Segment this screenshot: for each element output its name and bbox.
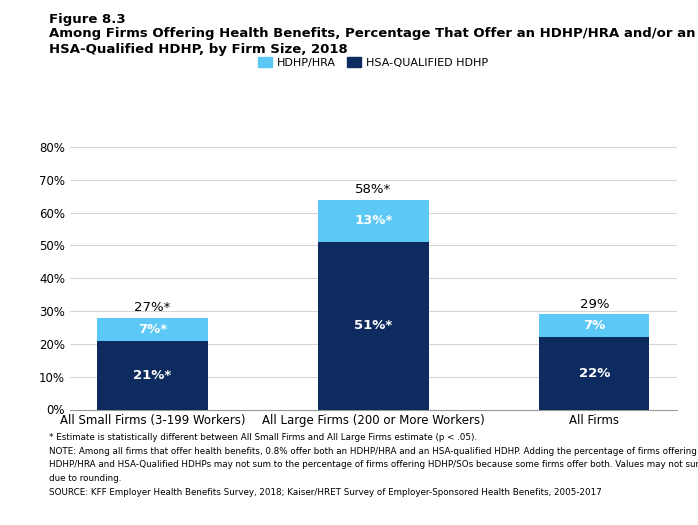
Text: Among Firms Offering Health Benefits, Percentage That Offer an HDHP/HRA and/or a: Among Firms Offering Health Benefits, Pe… xyxy=(49,27,695,40)
Text: SOURCE: KFF Employer Health Benefits Survey, 2018; Kaiser/HRET Survey of Employe: SOURCE: KFF Employer Health Benefits Sur… xyxy=(49,488,602,497)
Bar xyxy=(98,341,208,410)
Text: NOTE: Among all firms that offer health benefits, 0.8% offer both an HDHP/HRA an: NOTE: Among all firms that offer health … xyxy=(49,447,697,456)
Text: HSA-Qualified HDHP, by Firm Size, 2018: HSA-Qualified HDHP, by Firm Size, 2018 xyxy=(49,43,348,56)
Text: Figure 8.3: Figure 8.3 xyxy=(49,13,126,26)
Legend: HDHP/HRA, HSA-QUALIFIED HDHP: HDHP/HRA, HSA-QUALIFIED HDHP xyxy=(254,53,493,72)
Text: 13%*: 13%* xyxy=(355,214,392,227)
Text: 27%*: 27%* xyxy=(135,301,171,314)
Text: * Estimate is statistically different between All Small Firms and All Large Firm: * Estimate is statistically different be… xyxy=(49,433,477,442)
Text: 7%: 7% xyxy=(583,319,605,332)
Text: 51%*: 51%* xyxy=(355,319,392,332)
Bar xyxy=(318,242,429,410)
Text: 7%*: 7%* xyxy=(138,322,167,335)
Text: due to rounding.: due to rounding. xyxy=(49,474,121,483)
Bar xyxy=(98,318,208,341)
Bar xyxy=(539,338,649,410)
Text: 58%*: 58%* xyxy=(355,183,392,196)
Bar xyxy=(539,314,649,338)
Text: 29%: 29% xyxy=(579,298,609,311)
Text: 21%*: 21%* xyxy=(133,369,172,382)
Bar xyxy=(318,200,429,242)
Text: 22%: 22% xyxy=(579,367,610,380)
Text: HDHP/HRA and HSA-Qualified HDHPs may not sum to the percentage of firms offering: HDHP/HRA and HSA-Qualified HDHPs may not… xyxy=(49,460,698,469)
